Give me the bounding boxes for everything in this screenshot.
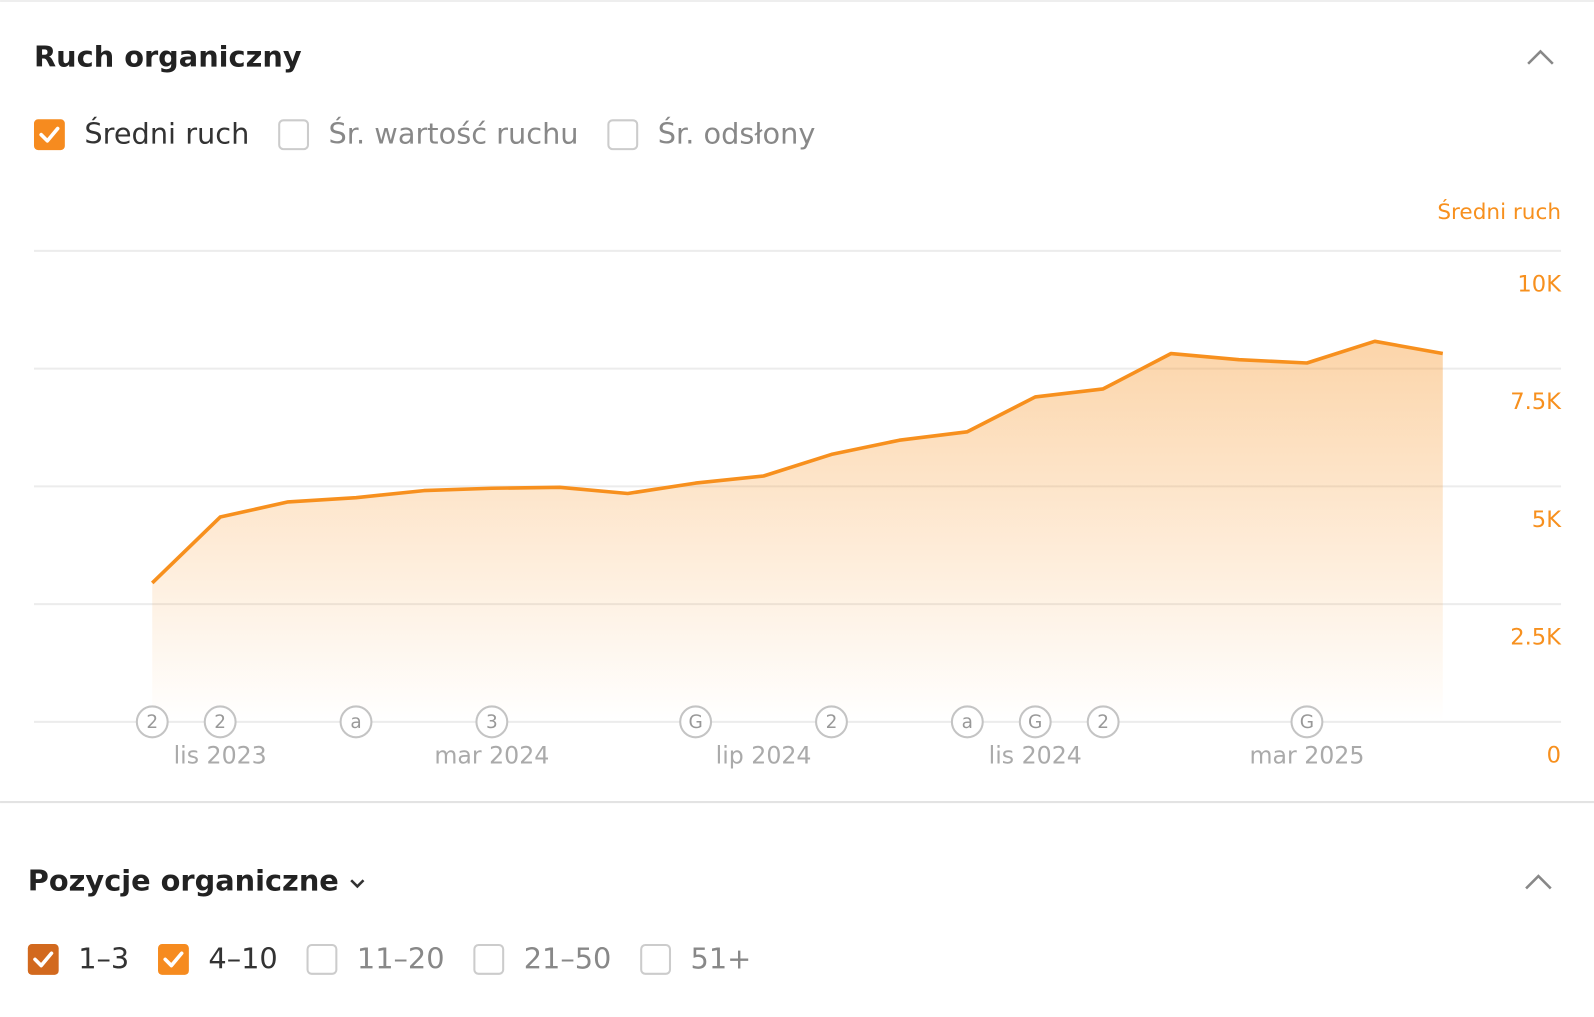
x-tick-label: lis 2024 <box>989 741 1082 769</box>
event-marker-circle <box>679 705 713 739</box>
checkbox-label: Śr. odsłony <box>658 117 816 151</box>
x-tick-label: lis 2023 <box>174 741 267 769</box>
section-title: Pozycje organiczne <box>28 863 339 897</box>
event-marker-circle <box>1290 705 1324 739</box>
checkbox[interactable]: Średni ruch <box>33 117 249 151</box>
event-marker[interactable]: G <box>1290 705 1324 739</box>
x-tick-label: lip 2024 <box>716 741 812 769</box>
event-marker-label: 2 <box>214 712 226 733</box>
y-axis-title: Średni ruch <box>1437 199 1561 225</box>
y-tick-label: 0 <box>1547 742 1561 768</box>
section-title: Ruch organiczny <box>34 40 302 74</box>
event-marker-circle <box>1018 705 1052 739</box>
event-marker[interactable]: G <box>679 705 713 739</box>
checkmark <box>163 951 184 968</box>
event-marker[interactable]: 2 <box>1086 705 1120 739</box>
event-marker[interactable]: 2 <box>135 705 169 739</box>
checkbox[interactable]: 21–50 <box>473 941 612 975</box>
event-marker-label: 3 <box>486 712 498 733</box>
dropdown-icon[interactable] <box>350 879 365 889</box>
event-marker-circle <box>1086 705 1120 739</box>
event-marker-label: G <box>1028 712 1042 733</box>
checkbox-label: Średni ruch <box>84 117 249 151</box>
event-marker[interactable]: G <box>1018 705 1052 739</box>
event-marker-circle <box>815 705 848 739</box>
checkbox-box <box>33 119 65 151</box>
event-marker-label: a <box>962 712 973 733</box>
event-marker-label: a <box>350 712 361 733</box>
x-tick-label: mar 2024 <box>434 741 549 769</box>
checkbox-label: 4–10 <box>208 941 277 975</box>
checkbox-box <box>607 119 639 151</box>
event-marker-label: 2 <box>146 712 158 733</box>
checkmark <box>39 126 60 143</box>
checkbox-box <box>306 943 338 975</box>
checkbox-box <box>27 943 59 975</box>
event-marker-circle <box>135 705 169 739</box>
checkbox[interactable]: 51+ <box>640 941 752 975</box>
area <box>152 341 1443 722</box>
event-marker-label: G <box>688 712 702 733</box>
event-marker[interactable]: 3 <box>475 705 509 739</box>
event-marker-circle <box>950 705 984 739</box>
checkbox-box <box>278 119 310 151</box>
event-marker-circle <box>475 705 509 739</box>
event-marker-label: 2 <box>1097 712 1109 733</box>
checkbox-label: 21–50 <box>524 941 612 975</box>
line <box>150 339 1444 585</box>
event-marker-label: 2 <box>826 712 838 733</box>
y-tick-label: 5K <box>1532 507 1562 533</box>
checkbox[interactable]: Śr. wartość ruchu <box>278 117 579 151</box>
event-marker-label: G <box>1300 712 1314 733</box>
event-marker[interactable]: 2 <box>203 705 237 739</box>
event-marker[interactable]: a <box>339 705 373 739</box>
checkbox-label: Śr. wartość ruchu <box>329 117 579 151</box>
checkbox[interactable]: 4–10 <box>158 941 278 975</box>
checkbox[interactable]: 11–20 <box>306 941 445 975</box>
checkbox-label: 1–3 <box>78 941 129 975</box>
event-marker[interactable]: a <box>950 705 984 739</box>
checkbox-label: 51+ <box>691 941 752 975</box>
checkmark <box>33 951 54 968</box>
collapse-button[interactable] <box>1525 874 1552 890</box>
y-tick-label: 7.5K <box>1510 389 1562 415</box>
checkbox-box <box>158 943 189 975</box>
y-tick-label: 2.5K <box>1510 625 1562 651</box>
collapse-button[interactable] <box>1527 49 1554 65</box>
checkbox[interactable]: 1–3 <box>27 941 129 975</box>
checkbox[interactable]: Śr. odsłony <box>607 117 816 151</box>
x-tick-label: mar 2025 <box>1249 741 1364 769</box>
y-tick-label: 10K <box>1517 271 1562 297</box>
checkbox-label: 11–20 <box>357 941 445 975</box>
checkbox-box <box>640 943 672 975</box>
checkbox-box <box>473 943 505 975</box>
event-marker-circle <box>203 705 237 739</box>
event-marker[interactable]: 2 <box>815 705 848 739</box>
event-marker-circle <box>339 705 373 739</box>
